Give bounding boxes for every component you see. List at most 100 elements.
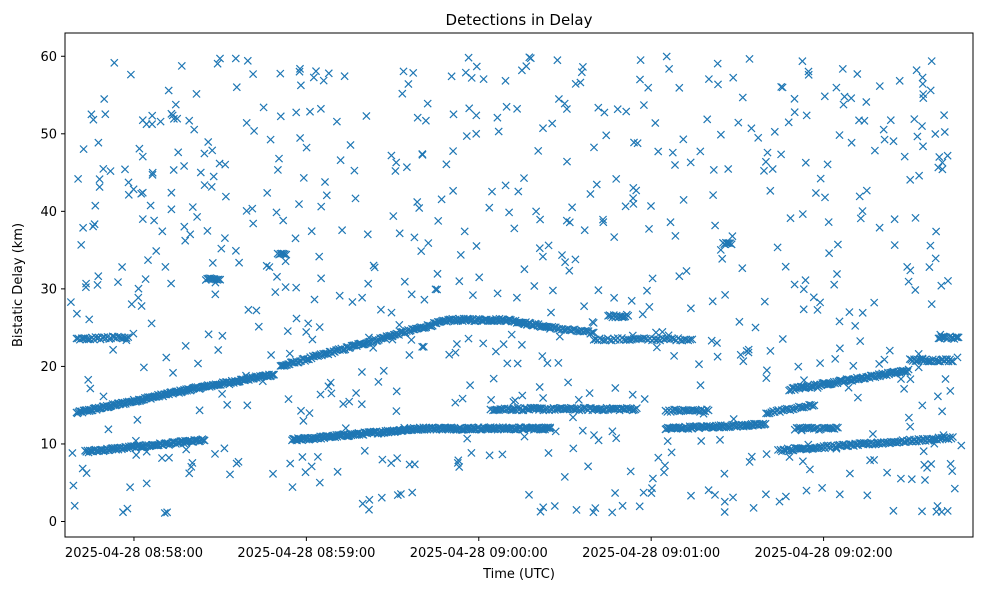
data-point-1891 [890, 241, 899, 250]
data-point-1688 [946, 386, 955, 395]
data-point-2180 [642, 286, 652, 295]
data-point-1470 [70, 501, 79, 510]
data-point-2132 [249, 219, 258, 228]
data-point-1844 [262, 261, 271, 270]
data-point-2111 [823, 160, 832, 169]
data-point-2017 [100, 94, 109, 104]
data-point-1529 [442, 160, 451, 169]
data-point-1772 [113, 278, 123, 287]
data-point-1967 [936, 330, 945, 339]
data-point-492 [686, 335, 695, 344]
data-point-1538 [646, 201, 656, 211]
data-point-1831 [554, 358, 563, 367]
data-point-1991 [790, 94, 799, 103]
data-point-1922 [554, 94, 563, 104]
data-point-1257 [783, 444, 792, 453]
data-point-1889 [285, 349, 294, 358]
data-point-2106 [920, 460, 929, 469]
data-point-2108 [299, 416, 308, 425]
data-point-1912 [904, 277, 913, 286]
data-point-1533 [845, 308, 854, 317]
data-point-2089 [89, 222, 98, 231]
data-point-2107 [560, 99, 569, 108]
data-point-1763 [734, 118, 743, 127]
data-point-1822 [712, 338, 722, 348]
data-point-1766 [456, 250, 465, 259]
data-point-1706 [138, 116, 147, 125]
data-point-2060 [896, 474, 905, 483]
data-point-2058 [670, 160, 680, 170]
data-point-2015 [562, 157, 572, 166]
data-point-1893 [135, 144, 144, 153]
data-point-1591 [319, 76, 328, 85]
data-point-1592 [377, 493, 386, 502]
data-point-1856 [866, 456, 875, 465]
data-point-1240 [933, 357, 942, 366]
data-point-2093 [544, 448, 553, 458]
data-point-2167 [304, 319, 313, 328]
data-point-1687 [204, 137, 213, 147]
data-point-2038 [324, 382, 333, 391]
data-point-1220 [904, 365, 913, 374]
data-point-1884 [671, 231, 680, 240]
data-point-1806 [467, 73, 476, 82]
data-point-1652 [223, 400, 232, 409]
data-point-1201 [882, 371, 891, 380]
data-point-1583 [407, 335, 416, 344]
data-point-2011 [844, 383, 853, 392]
data-point-508 [624, 311, 633, 320]
data-point-1722 [766, 346, 775, 355]
data-point-2085 [847, 94, 856, 103]
data-point-1567 [879, 125, 888, 134]
data-point-1664 [889, 137, 898, 146]
data-point-1627 [489, 374, 498, 383]
x-axis-ticks: 2025-04-28 08:58:00 2025-04-28 08:59:00 20… [65, 537, 893, 561]
data-point-2139 [423, 99, 432, 108]
data-point-1559 [708, 297, 717, 306]
data-point-1475 [487, 395, 496, 404]
data-point-1876 [214, 345, 223, 355]
data-point-1689 [938, 407, 947, 416]
data-point-1647 [519, 174, 529, 183]
data-point-2066 [391, 166, 400, 176]
data-point-1478 [543, 359, 552, 368]
data-point-1590 [903, 262, 912, 271]
data-point-1940 [880, 355, 889, 364]
data-point-1642 [880, 135, 889, 144]
data-point-1971 [410, 233, 419, 242]
data-point-1515 [585, 389, 594, 398]
data-point-1890 [611, 488, 620, 498]
data-point-1784 [150, 216, 159, 225]
data-point-1086 [761, 419, 770, 428]
data-point-1951 [853, 393, 862, 402]
data-point-2152 [308, 335, 317, 344]
data-point-2151 [85, 315, 94, 324]
data-point-1969 [148, 170, 157, 179]
data-point-1732 [739, 357, 748, 366]
data-point-1842 [249, 70, 258, 79]
data-point-2136 [629, 199, 638, 208]
data-point-1998 [517, 340, 526, 349]
data-point-1961 [831, 354, 840, 363]
data-point-1582 [292, 283, 301, 292]
data-point-2010 [472, 62, 481, 71]
data-point-1525 [221, 192, 230, 201]
data-point-1977 [418, 149, 427, 159]
data-point-1771 [402, 163, 411, 172]
data-point-1586 [794, 362, 803, 371]
data-point-1686 [162, 353, 171, 362]
data-point-1472 [322, 191, 331, 200]
data-point-1662 [860, 116, 869, 125]
data-point-1556 [835, 344, 844, 353]
data-point-1791 [118, 262, 127, 272]
data-point-2178 [152, 246, 161, 256]
data-point-1523 [311, 67, 321, 76]
data-point-1500 [209, 172, 218, 181]
data-point-2080 [99, 164, 108, 173]
data-point-1604 [387, 459, 396, 468]
data-point-2027 [503, 359, 512, 368]
data-point-2070 [215, 159, 224, 168]
data-point-1684 [138, 215, 147, 224]
data-point-2075 [86, 384, 95, 393]
data-point-1641 [571, 79, 580, 88]
